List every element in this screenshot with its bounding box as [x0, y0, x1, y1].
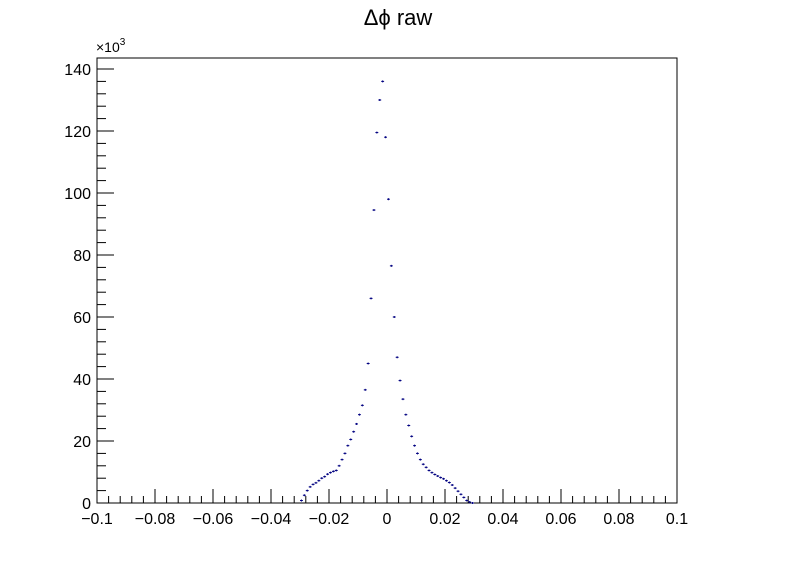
data-point [337, 464, 341, 467]
data-point [329, 471, 332, 474]
x-tick-label: 0.08 [603, 511, 634, 528]
y-tick-label: 20 [73, 434, 91, 451]
data-point [384, 136, 387, 139]
data-point [430, 471, 434, 474]
x-tick-label: 0 [383, 511, 392, 528]
x-tick-label: −0.06 [193, 511, 234, 528]
x-tick-label: 0.02 [429, 511, 460, 528]
data-point [300, 499, 303, 502]
data-point [334, 469, 338, 472]
data-point [421, 463, 425, 466]
y-axis-exponent-base: ×10 [96, 39, 120, 55]
data-point [398, 379, 402, 382]
data-point [378, 99, 382, 101]
data-point [305, 489, 309, 492]
data-point [433, 473, 437, 476]
data-point [424, 466, 428, 469]
data-point [375, 131, 379, 134]
data-point [453, 487, 457, 490]
data-point [358, 413, 361, 416]
data-point [436, 475, 440, 478]
data-point [459, 493, 463, 496]
data-point [395, 356, 399, 359]
data-point [363, 388, 367, 391]
y-tick-label: 80 [73, 248, 91, 265]
x-axis-tick-labels: −0.1 −0.08 −0.06 −0.04 −0.02 0 0.02 0.04 0.06 0.0… [81, 511, 688, 528]
data-point [311, 483, 315, 486]
data-point [355, 422, 358, 425]
data-point [372, 209, 376, 212]
data-point [387, 198, 390, 201]
data-point [314, 481, 318, 484]
data-point [317, 479, 321, 482]
x-tick-label: −0.1 [81, 511, 113, 528]
data-point [410, 435, 414, 438]
y-tick-label: 0 [82, 496, 91, 513]
data-point [352, 430, 356, 433]
data-point [308, 485, 312, 488]
data-point [349, 438, 353, 441]
y-tick-label: 40 [73, 372, 91, 389]
data-point [471, 502, 474, 504]
y-axis-exponent: ×103 [96, 37, 126, 55]
data-point [404, 413, 408, 416]
y-tick-label: 140 [64, 62, 91, 79]
data-point [413, 444, 416, 447]
y-axis-tick-labels: 0 20 40 60 80 100 120 140 [64, 62, 91, 513]
data-point [450, 484, 454, 487]
data-point [389, 264, 393, 267]
data-point [401, 398, 405, 401]
data-point [456, 490, 460, 493]
data-point [320, 477, 324, 480]
data-point [331, 470, 335, 473]
data-point [439, 476, 443, 479]
data-point [462, 496, 466, 499]
data-point [366, 362, 370, 365]
data-point [416, 452, 419, 455]
data-point [442, 477, 445, 480]
data-point [468, 501, 472, 504]
data-point [465, 499, 469, 502]
data-point [323, 475, 327, 478]
data-point [302, 494, 306, 497]
y-tick-label: 60 [73, 310, 91, 327]
x-tick-label: 0.04 [487, 511, 518, 528]
data-point [445, 479, 448, 482]
x-tick-label: −0.04 [251, 511, 292, 528]
x-axis-ticks [96, 489, 678, 503]
data-point [343, 452, 347, 455]
x-tick-label: 0.1 [666, 511, 688, 528]
data-point [360, 404, 364, 407]
data-point [447, 481, 451, 484]
data-point [418, 458, 422, 461]
data-point [326, 473, 329, 476]
data-points [300, 80, 474, 504]
x-tick-label: −0.02 [309, 511, 350, 528]
y-tick-label: 100 [64, 186, 91, 203]
data-point [392, 316, 396, 318]
y-axis-ticks [97, 68, 114, 504]
x-tick-label: −0.08 [135, 511, 176, 528]
data-point [427, 469, 431, 472]
data-point [369, 297, 373, 300]
y-axis-exponent-power: 3 [120, 37, 126, 48]
x-tick-label: 0.06 [545, 511, 576, 528]
data-point [381, 80, 385, 83]
chart-title: Δϕ raw [364, 5, 433, 30]
data-point [340, 458, 344, 461]
data-point [407, 424, 411, 427]
y-tick-label: 120 [64, 124, 91, 141]
data-point [346, 444, 350, 447]
